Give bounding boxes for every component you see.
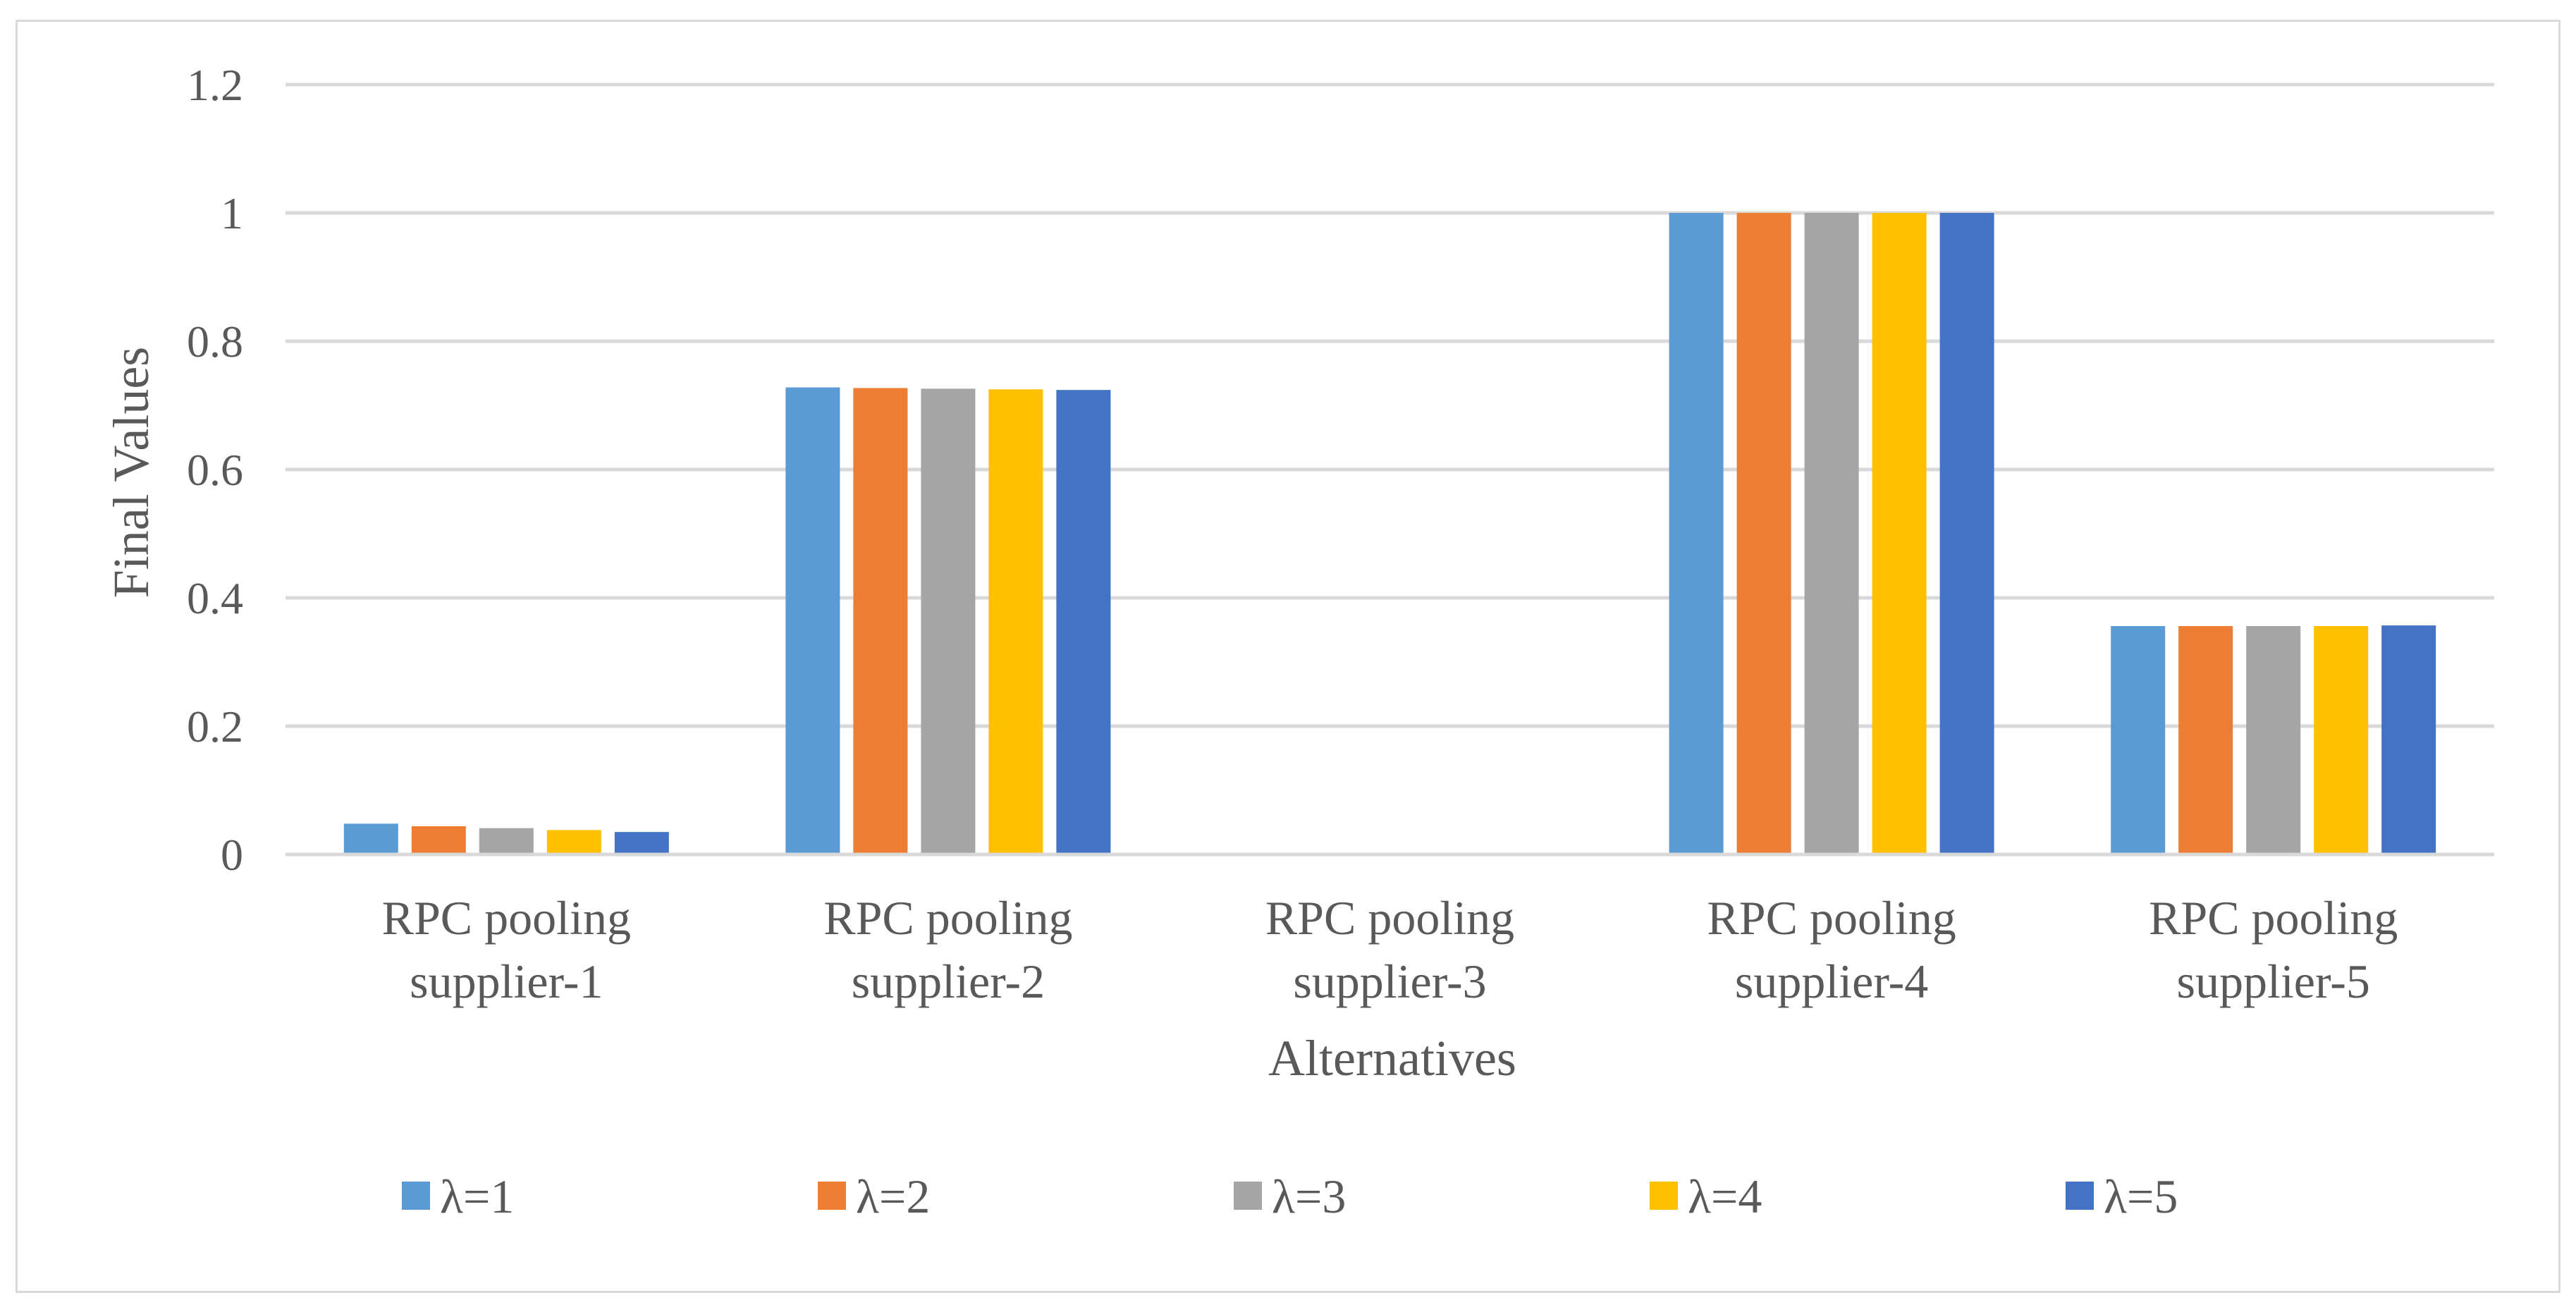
y-tick-label: 0.2 [187,701,243,752]
x-category-label: supplier-1 [410,955,603,1008]
bar [1736,213,1791,854]
x-category-label: supplier-5 [2177,955,2370,1008]
legend-swatch [2066,1182,2094,1210]
x-category-label: RPC pooling [2149,891,2398,945]
bar [1872,213,1927,854]
x-category-labels: RPC pooling supplier-1 RPC pooling supplier… [382,891,2398,1008]
y-tick-label: 0.4 [187,573,243,623]
legend-swatch [1650,1182,1678,1210]
bar [479,828,534,854]
x-category-label: supplier-4 [1735,955,1928,1008]
bar [546,830,601,854]
y-tick-label: 1 [221,188,243,238]
x-category-label: RPC pooling [1707,891,1956,945]
y-tick-label: 0.6 [187,445,243,495]
bars [343,213,2436,854]
legend-label: λ=3 [1272,1170,1346,1223]
bar [2111,626,2166,854]
x-category-label: RPC pooling [382,891,631,945]
x-category-label: supplier-2 [852,955,1045,1008]
x-category-label: RPC pooling [823,891,1072,945]
bar [853,388,908,854]
bar [411,826,466,854]
bar [614,832,669,854]
y-tick-labels: 0 0.2 0.4 0.6 0.8 1 1.2 [187,60,243,880]
y-tick-label: 0.8 [187,317,243,367]
legend-label: λ=5 [2104,1170,2178,1223]
bar [988,389,1043,854]
legend-swatch [1234,1182,1262,1210]
x-category-label: supplier-3 [1293,955,1486,1008]
x-axis-title: Alternatives [1268,1030,1516,1086]
legend: λ=1 λ=2 λ=3 λ=4 λ=5 [402,1170,2178,1223]
legend-label: λ=2 [856,1170,930,1223]
bar [921,388,976,854]
bar [343,823,398,854]
bar [1804,213,1859,854]
y-tick-label: 0 [221,830,243,880]
bar [2381,625,2436,854]
y-axis-title: Final Values [103,347,159,599]
x-category-label: RPC pooling [1265,891,1514,945]
legend-swatch [402,1182,430,1210]
bar [1056,390,1111,854]
bar [1669,213,1724,854]
bar [2178,626,2233,854]
bar [1939,213,1994,854]
y-tick-label: 1.2 [187,60,243,110]
legend-swatch [818,1182,846,1210]
bar [2314,626,2369,854]
legend-label: λ=4 [1688,1170,1762,1223]
bar [785,387,840,854]
legend-label: λ=1 [440,1170,514,1223]
bar [2246,626,2301,854]
